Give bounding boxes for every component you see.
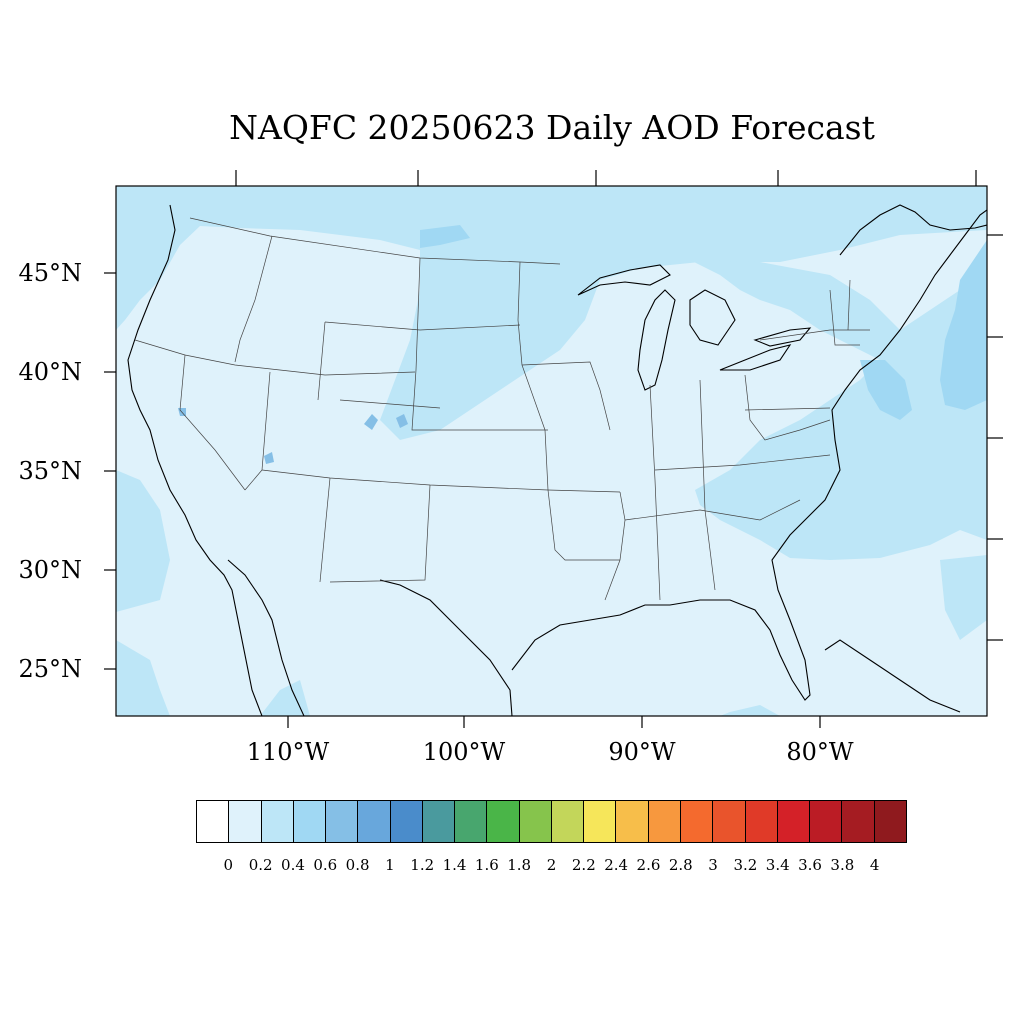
lat-label-30: 30°N — [18, 556, 82, 584]
aod-contours-0.4 — [420, 225, 987, 420]
map-title: NAQFC 20250623 Daily AOD Forecast — [229, 108, 875, 147]
colorbar-label: 0.4 — [281, 856, 305, 874]
lon-label-110w: 110°W — [246, 738, 330, 766]
colorbar-label: 3.4 — [765, 856, 790, 874]
colorbar-label: 0.2 — [248, 856, 273, 874]
colorbar-label: 1.4 — [442, 856, 467, 874]
colorbar-swatch — [229, 801, 262, 842]
colorbar-swatch — [422, 801, 456, 842]
colorbar-swatch — [810, 801, 843, 842]
colorbar-labels: 0 0.2 0.4 0.6 0.8 1 1.2 1.4 1.6 1.8 2 2.2 2.4 2.6 2.8 3… — [0, 856, 1024, 876]
colorbar-label: 2.4 — [604, 856, 629, 874]
colorbar-swatch — [713, 801, 746, 842]
colorbar-swatch — [390, 801, 423, 842]
colorbar-label: 3.6 — [798, 856, 822, 874]
colorbar-label: 1.6 — [474, 856, 499, 874]
colorbar-swatch — [197, 801, 230, 842]
colorbar-swatch — [487, 801, 520, 842]
state-boundaries — [134, 217, 870, 601]
colorbar-swatch — [616, 801, 649, 842]
colorbar-swatch — [551, 801, 585, 842]
map-frame — [115, 185, 988, 717]
colorbar-label: 2.6 — [636, 856, 661, 874]
aod-contours-0.2 — [116, 186, 987, 716]
colorbar-swatch — [745, 801, 778, 842]
colorbar-label: 3.8 — [830, 856, 855, 874]
colorbar-swatch — [842, 801, 875, 842]
colorbar-swatch — [455, 801, 488, 842]
colorbar-label: 2 — [546, 856, 557, 874]
colorbar-swatch — [584, 801, 617, 842]
colorbar — [196, 800, 907, 843]
colorbar-swatch — [261, 801, 294, 842]
lon-label-80w: 80°W — [786, 738, 854, 766]
tick-marks — [104, 170, 1003, 728]
colorbar-swatch — [358, 801, 391, 842]
lon-label-90w: 90°W — [608, 738, 676, 766]
colorbar-label: 2.8 — [668, 856, 693, 874]
colorbar-label: 0 — [223, 856, 234, 874]
colorbar-label: 3.2 — [733, 856, 758, 874]
colorbar-label: 2.2 — [571, 856, 596, 874]
colorbar-label: 4 — [869, 856, 880, 874]
colorbar-label: 0.8 — [345, 856, 370, 874]
coastlines — [127, 204, 987, 716]
colorbar-label: 1.2 — [410, 856, 435, 874]
colorbar-label: 0.6 — [313, 856, 338, 874]
colorbar-swatch — [519, 801, 552, 842]
colorbar-swatch — [326, 801, 359, 842]
lat-label-25: 25°N — [18, 655, 82, 683]
colorbar-swatch — [293, 801, 327, 842]
colorbar-swatch — [777, 801, 811, 842]
lat-label-40: 40°N — [18, 358, 82, 386]
aod-hotspots — [178, 408, 408, 464]
colorbar-swatch — [648, 801, 681, 842]
colorbar-swatch — [874, 801, 906, 842]
lat-label-45: 45°N — [18, 259, 82, 287]
colorbar-label: 3 — [708, 856, 718, 874]
lat-label-35: 35°N — [18, 457, 82, 485]
colorbar-swatch — [680, 801, 714, 842]
colorbar-label: 1 — [385, 856, 395, 874]
colorbar-label: 1.8 — [507, 856, 532, 874]
lon-label-100w: 100°W — [422, 738, 506, 766]
